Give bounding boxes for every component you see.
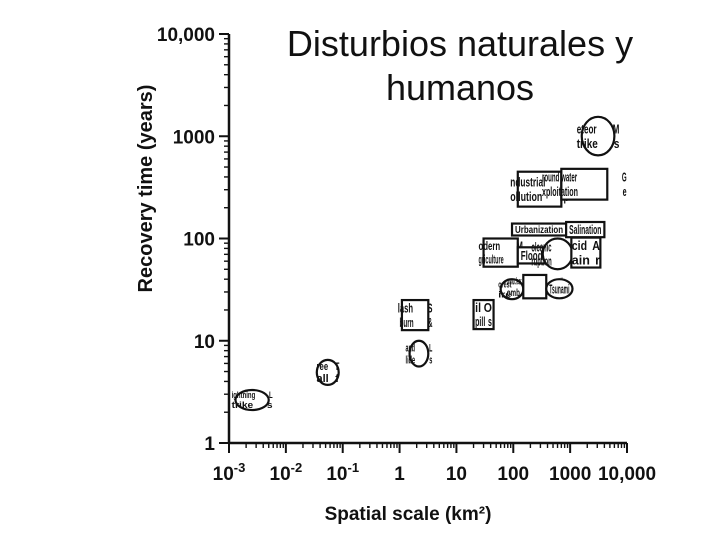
disturbance-marker: [522, 273, 548, 300]
disturbance-forest-fire: Forestfire: [498, 278, 527, 301]
y-axis-title: Recovery time (years): [135, 85, 157, 293]
disturbance-slash-burn: Slash& burn: [398, 298, 433, 332]
x-tick-label: 10-1: [326, 460, 359, 485]
x-tick-label: 10: [446, 464, 467, 485]
disturbance-tsunami: Tsunami: [545, 278, 574, 300]
disturbance-marker: [400, 298, 430, 332]
disturbance-tree-fall: Treefall: [315, 358, 340, 387]
disturbance-lightning-strike: Lightningstrike: [232, 388, 273, 412]
x-tick-label: 1000: [549, 464, 591, 485]
x-tick-label: 1: [394, 464, 405, 485]
disturbance-marker: [565, 220, 606, 239]
disturbance-land-slide: Landslide: [406, 339, 432, 368]
y-tick-label: 10,000: [157, 25, 215, 46]
disturbance-marker: [516, 170, 563, 208]
disturbance-flood: Flood: [516, 246, 547, 265]
slide-title-line-1: Disturbios naturales y: [286, 23, 634, 64]
disturbance-marker: [408, 339, 430, 368]
slide-title: Disturbios naturales y humanos: [250, 22, 670, 110]
y-tick-label: 1: [204, 434, 215, 455]
disturbance-marker: [315, 358, 340, 387]
y-tick-label: 10: [194, 332, 215, 353]
disturbance-label: Treefall: [317, 361, 340, 385]
disturbance-marker: [570, 236, 602, 269]
x-tick-label: 10-3: [213, 460, 246, 485]
disturbance-label: Salination: [569, 222, 601, 237]
disturbance-label: Acidrain: [572, 238, 601, 267]
disturbance-oil-spill: Oilspill: [472, 298, 495, 331]
disturbance-marker: [580, 115, 616, 157]
y-tick-label: 100: [183, 230, 215, 251]
disturbance-urbanization: Urbanization: [510, 222, 568, 237]
x-axis-title: Spatial scale (km²): [325, 504, 492, 525]
disturbance-marker: [560, 167, 609, 201]
disturbance-label: Oilspill: [475, 301, 492, 329]
disturbance-label: Lightningstrike: [232, 390, 273, 410]
disturbance-marker: [234, 388, 270, 412]
disturbance-ground-water-exploitation: Ground waterexploitation: [542, 167, 627, 201]
y-tick-label: 1000: [173, 127, 215, 148]
disturbance-salination: Salination: [565, 220, 606, 239]
disturbance-modern-agriculture: Modernagriculture: [478, 237, 523, 268]
x-tick-label: 10-2: [270, 460, 303, 485]
disturbance-industrial-pollution: Industrialpollution: [510, 170, 569, 208]
x-tick-label: 10,000: [598, 464, 656, 485]
slide-title-line-2: humanos: [385, 67, 535, 108]
disturbance-label: Urbanization: [515, 225, 563, 236]
disturbance-marker: [545, 278, 574, 300]
disturbance-label: Flood: [521, 248, 543, 263]
disturbance-marker: [472, 298, 495, 331]
disturbance-meteor-strike: Meteorstrike: [577, 115, 619, 157]
x-tick-label: 100: [497, 464, 529, 485]
disturbance-acid-rain: Acidrain: [570, 236, 602, 269]
disturbance-label: Tsunami: [549, 281, 569, 296]
